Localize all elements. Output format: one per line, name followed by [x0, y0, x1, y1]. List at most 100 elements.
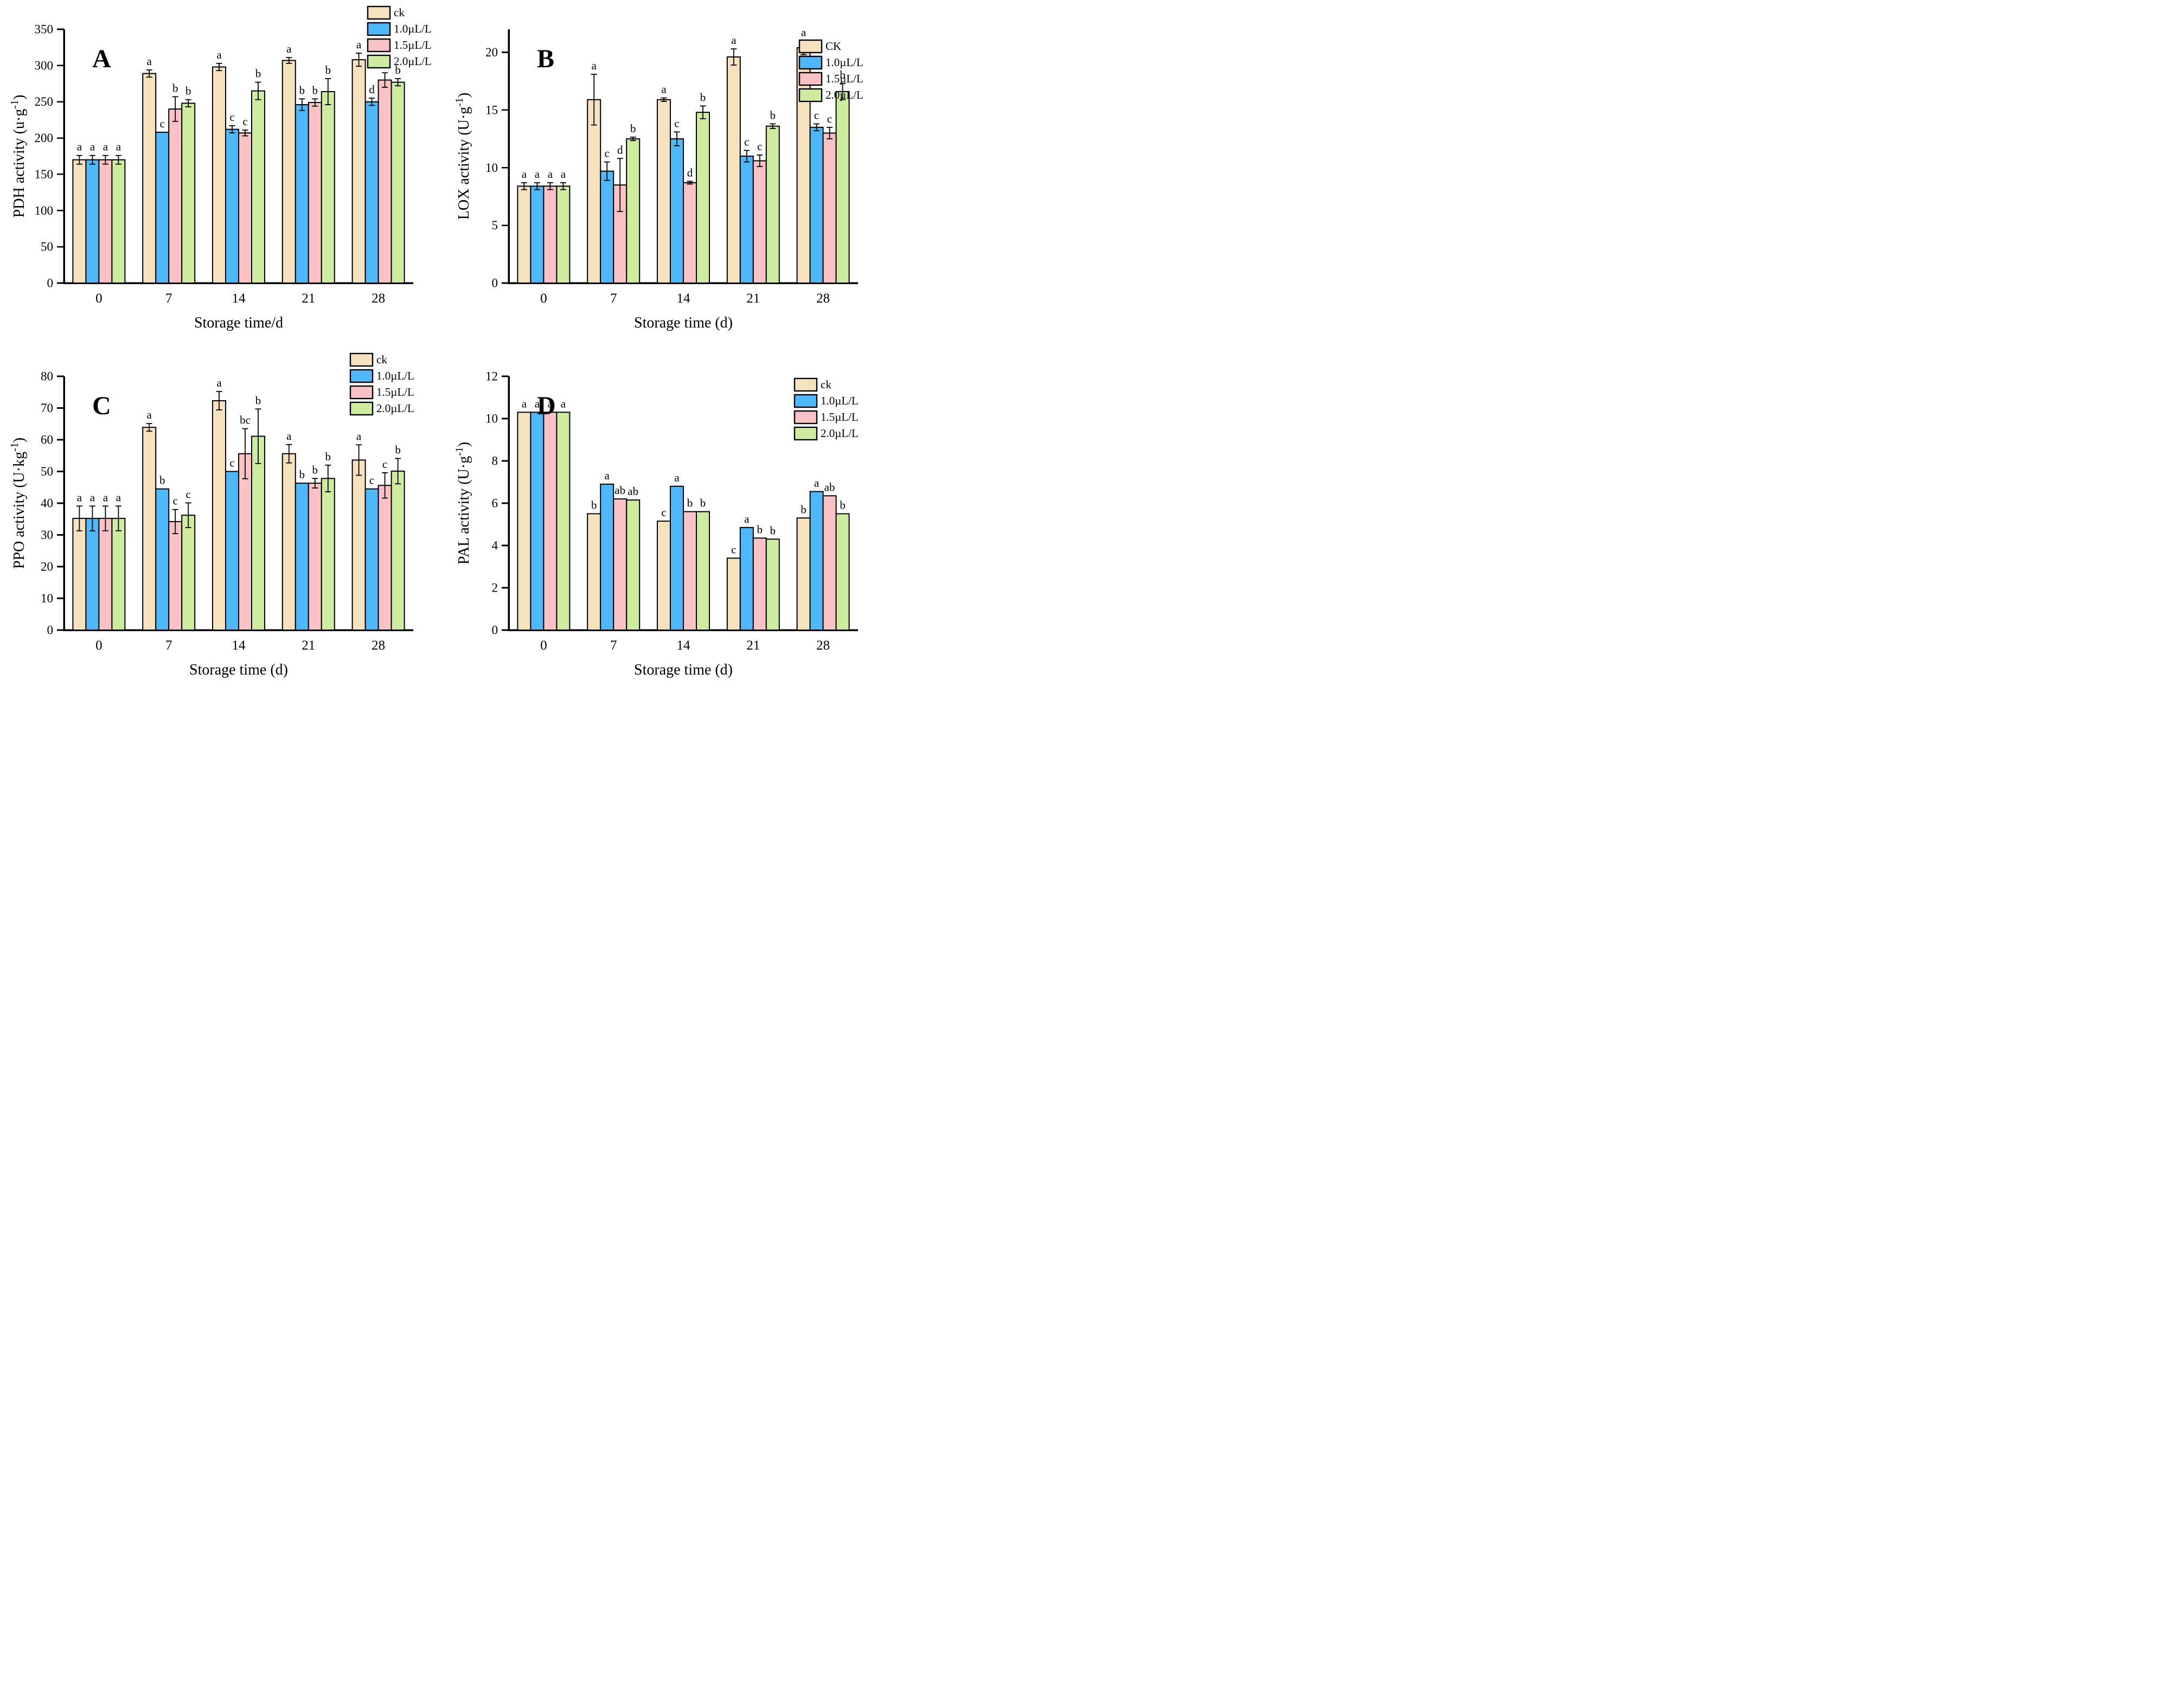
legend-swatch: [367, 38, 391, 53]
bar-2.0µL/L-day14: [251, 90, 265, 284]
sig-letter: b: [687, 497, 693, 510]
sig-letter: b: [700, 497, 706, 510]
y-tick-label: 50: [41, 240, 53, 254]
sig-letter: a: [90, 140, 95, 153]
bar-2.0µL/L-day14: [251, 435, 265, 631]
sig-letter: a: [286, 429, 292, 442]
bar-1.0µL/L-day21: [295, 104, 309, 284]
sig-letter: a: [216, 48, 222, 61]
legend-label: CK: [825, 40, 841, 53]
sig-letter: a: [744, 512, 750, 525]
bar-1.5µL/L-day0: [98, 159, 113, 284]
bar-ck-day21: [726, 557, 741, 631]
bar-1.0µL/L-day7: [600, 483, 614, 631]
bar-ck-day0: [72, 159, 87, 284]
sig-letter: a: [661, 83, 667, 96]
y-tick-label: 30: [41, 528, 53, 542]
bar-2.0µL/L-day0: [556, 185, 571, 284]
sig-letter: c: [382, 458, 387, 471]
y-tick-label: 2: [492, 581, 498, 595]
legend-swatch: [798, 39, 823, 54]
y-tick-label: 50: [41, 465, 53, 478]
sig-letter: a: [77, 491, 82, 504]
bar-1.5µL/L-day14: [238, 453, 252, 631]
bar-1.0µL/L-day0: [530, 412, 545, 631]
x-category-label: 28: [816, 291, 830, 306]
legend-swatch: [793, 394, 818, 408]
sig-letter: b: [255, 394, 261, 407]
bar-2.0µL/L-day7: [181, 102, 196, 284]
legend-label: ck: [821, 378, 831, 391]
legend-swatch: [793, 377, 818, 392]
sig-letter: c: [827, 112, 832, 125]
panel-c: 0 10 20 30 40 50 60 70 80 a a a a a a b c b c a c bc b c a c b b b 0 7…: [0, 347, 445, 694]
legend-label: ck: [376, 353, 387, 366]
sig-letter: a: [592, 59, 597, 72]
sig-letter: c: [242, 115, 247, 128]
bar-1.5µL/L-day0: [98, 518, 113, 631]
sig-letter: b: [325, 63, 331, 76]
bar-1.5µL/L-day21: [752, 537, 767, 631]
x-category-label: 0: [540, 291, 547, 306]
bar-1.0µL/L-day14: [670, 485, 684, 631]
legend-label: 2.0µL/L: [825, 88, 863, 101]
sig-letter: b: [630, 122, 636, 135]
legend-swatch: [793, 426, 818, 441]
panel-letter: D: [537, 391, 556, 420]
legend-swatch: [349, 369, 374, 383]
x-category-label: 14: [677, 291, 691, 306]
bar-1.5µL/L-day28: [822, 495, 837, 631]
sig-letter: b: [395, 444, 401, 457]
bar-2.0µL/L-day0: [111, 518, 126, 631]
bar-1.0µL/L-day0: [85, 518, 100, 631]
x-category-label: 7: [610, 638, 617, 653]
bar-2.0µL/L-day0: [111, 159, 126, 284]
y-axis-title: PAL activity (U·g-1): [453, 442, 472, 564]
bar-2.0µL/L-day21: [321, 478, 335, 631]
x-category-label: 21: [302, 638, 315, 653]
sig-letter: a: [522, 168, 527, 181]
panel-d: 0 2 4 6 8 10 12 a b c c b a a a a a a ab b b ab a ab b b b 0 7 14 21 28…: [445, 347, 889, 694]
sig-letter: b: [299, 468, 305, 481]
bar-1.0µL/L-day14: [670, 138, 684, 284]
y-tick-label: 0: [492, 624, 498, 637]
sig-letter: b: [591, 499, 597, 512]
bar-1.0µL/L-day0: [85, 159, 100, 284]
y-tick-label: 200: [35, 131, 54, 145]
legend-label: 1.0µL/L: [376, 369, 414, 382]
bar-2.0µL/L-day14: [696, 511, 710, 631]
sig-letter: b: [757, 523, 763, 536]
x-category-label: 14: [232, 291, 246, 306]
y-axis-title: PDH activity (u·g-1): [9, 95, 28, 218]
x-category-label: 14: [677, 638, 691, 653]
legend-swatch: [793, 410, 818, 425]
bar-CK-day21: [726, 56, 741, 284]
y-tick-label: 15: [485, 103, 498, 117]
bar-1.5µL/L-day21: [308, 102, 322, 284]
y-tick-label: 10: [485, 161, 498, 175]
legend-label: ck: [394, 6, 405, 19]
bar-1.5µL/L-day0: [543, 412, 558, 631]
panel-b: 0 5 10 15 20 a a a a a a c c c c a d d c c a b b b b 0 7 14 21 28 Stor…: [445, 0, 889, 347]
x-axis-title: Storage time/d: [194, 314, 283, 331]
sig-letter: bc: [240, 414, 251, 427]
bar-2.0µL/L-day28: [835, 91, 850, 284]
bar-1.5µL/L-day7: [168, 108, 183, 284]
sig-letter: b: [299, 84, 305, 97]
bar-2.0µL/L-day28: [390, 470, 405, 631]
bar-ck-day28: [351, 59, 366, 284]
sig-letter: c: [731, 543, 736, 556]
sig-letter: a: [561, 168, 566, 181]
x-category-label: 21: [746, 291, 760, 306]
sig-letter: b: [172, 81, 178, 94]
sig-letter: ab: [824, 480, 835, 493]
y-tick-label: 250: [35, 95, 54, 108]
x-category-label: 28: [372, 291, 385, 306]
sig-letter: c: [605, 147, 610, 160]
sig-letter: c: [814, 108, 819, 121]
sig-letter: a: [286, 42, 292, 55]
y-tick-label: 350: [35, 23, 54, 36]
bar-1.5µL/L-day21: [752, 160, 767, 284]
x-category-label: 0: [95, 291, 103, 306]
